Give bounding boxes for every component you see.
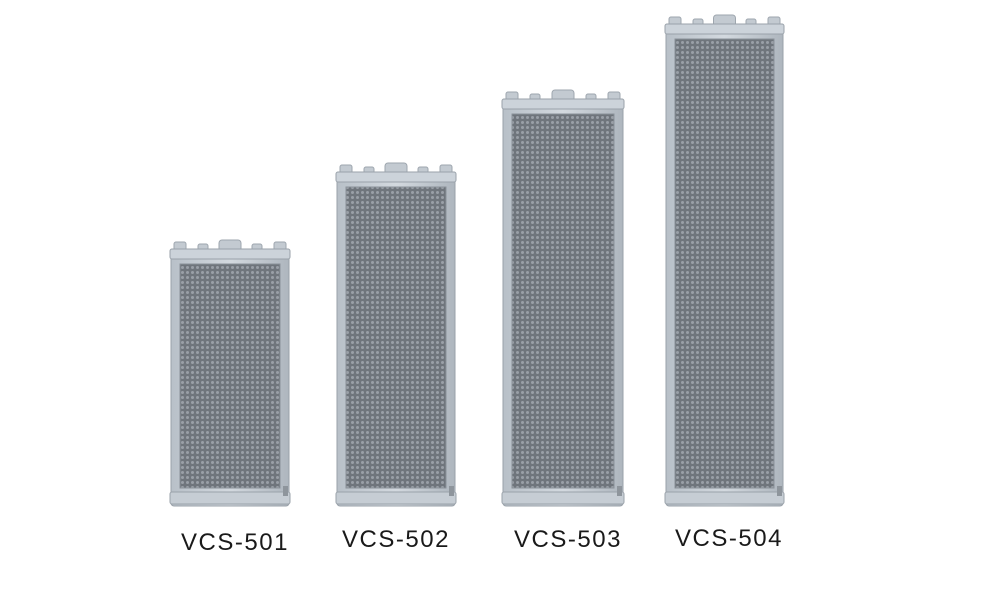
speaker [169,239,291,507]
grille [511,113,615,489]
foot [617,486,622,496]
speaker [664,14,785,507]
top-cap [664,23,785,35]
top-cap [335,171,457,183]
product-label: VCS-504 [675,525,783,552]
speakers [169,14,785,507]
bottom-cap [664,491,785,505]
product-label: VCS-502 [342,526,450,553]
product-label: VCS-501 [181,529,289,556]
grille [674,38,775,489]
top-cap [169,248,291,260]
grille [345,186,447,489]
speaker [335,162,457,507]
product-label: VCS-503 [514,526,622,553]
foot [777,486,782,496]
foot [283,486,288,496]
bottom-cap [335,491,457,505]
grille [179,263,281,489]
foot [449,486,454,496]
top-cap [501,98,625,110]
bottom-cap [169,491,291,505]
bottom-cap [501,491,625,505]
speaker [501,89,625,507]
